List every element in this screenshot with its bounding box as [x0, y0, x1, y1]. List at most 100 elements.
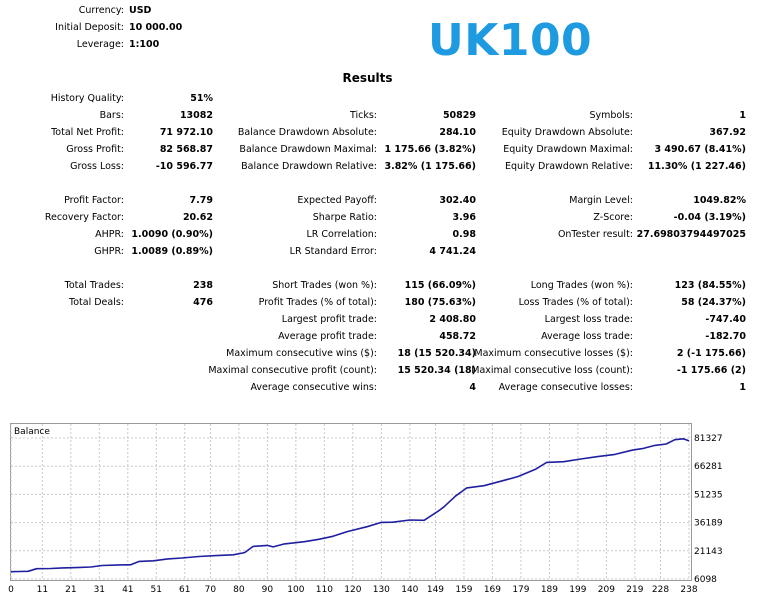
expected-payoff-value: 302.40: [439, 195, 476, 206]
x-tick-label: 90: [262, 585, 274, 595]
x-tick-label: 199: [569, 585, 586, 595]
gross-profit-label: Gross Profit:: [66, 144, 124, 155]
x-tick-label: 209: [598, 585, 615, 595]
margin-level-value: 1049.82%: [693, 195, 746, 206]
gross-profit-value: 82 568.87: [159, 144, 213, 155]
ticks-value: 50829: [442, 110, 476, 121]
balance-line: [10, 437, 690, 573]
loss-trades-label: Loss Trades (% of total):: [518, 297, 633, 308]
results-heading: Results: [342, 71, 393, 85]
ontester-result-label: OnTester result:: [557, 229, 633, 240]
balance-dd-relative-label: Balance Drawdown Relative:: [241, 161, 377, 172]
sharpe-ratio-value: 3.96: [452, 212, 476, 223]
max-consecutive-wins-label: Maximum consecutive wins ($):: [226, 348, 377, 359]
x-tick-label: 110: [316, 585, 333, 595]
sharpe-ratio-label: Sharpe Ratio:: [312, 212, 377, 223]
x-tick-label: 130: [373, 585, 390, 595]
maximal-consecutive-loss-value: -1 175.66 (2): [676, 365, 746, 376]
profit-trades-value: 180 (75.63%): [404, 297, 476, 308]
x-tick-label: 179: [512, 585, 529, 595]
x-tick-label: 140: [401, 585, 418, 595]
average-consecutive-wins-value: 4: [469, 382, 476, 393]
net-profit-label: Total Net Profit:: [51, 127, 124, 138]
ghpr-label: GHPR:: [94, 246, 124, 257]
bars-label: Bars:: [99, 110, 124, 121]
loss-trades-value: 58 (24.37%): [681, 297, 746, 308]
x-tick-label: 169: [484, 585, 501, 595]
y-tick-label: 81327: [694, 434, 723, 444]
long-trades-label: Long Trades (won %):: [530, 280, 633, 291]
initial-deposit-label: Initial Deposit:: [55, 22, 124, 33]
equity-dd-relative-label: Equity Drawdown Relative:: [504, 161, 633, 172]
margin-level-label: Margin Level:: [569, 195, 633, 206]
total-trades-value: 238: [193, 280, 213, 291]
average-consecutive-losses-label: Average consecutive losses:: [498, 382, 633, 393]
lr-correlation-value: 0.98: [452, 229, 476, 240]
y-tick-label: 66281: [694, 462, 723, 472]
x-tick-label: 238: [680, 585, 697, 595]
average-consecutive-wins-label: Average consecutive wins:: [250, 382, 377, 393]
symbol-title: UK100: [428, 15, 593, 66]
x-tick-label: 11: [37, 585, 48, 595]
ontester-result-value: 27.69803794497025: [636, 229, 746, 240]
balance-dd-maximal-label: Balance Drawdown Maximal:: [239, 144, 377, 155]
z-score-value: -0.04 (3.19%): [673, 212, 746, 223]
ticks-label: Ticks:: [349, 110, 377, 121]
total-deals-value: 476: [193, 297, 213, 308]
recovery-factor-label: Recovery Factor:: [44, 212, 124, 223]
long-trades-value: 123 (84.55%): [674, 280, 746, 291]
average-loss-trade-value: -182.70: [705, 331, 746, 342]
y-tick-label: 6098: [694, 575, 717, 585]
maximal-consecutive-profit-value: 15 520.34 (18): [397, 365, 476, 376]
lr-standard-error-value: 4 741.24: [429, 246, 476, 257]
recovery-factor-value: 20.62: [182, 212, 213, 223]
y-tick-label: 51235: [694, 490, 723, 500]
balance-dd-maximal-value: 1 175.66 (3.82%): [384, 144, 476, 155]
lr-standard-error-label: LR Standard Error:: [289, 246, 377, 257]
lr-correlation-label: LR Correlation:: [306, 229, 378, 240]
short-trades-label: Short Trades (won %):: [272, 280, 377, 291]
chart-title: Balance: [14, 427, 50, 437]
history-quality-value: 51%: [190, 93, 213, 104]
currency-label: Currency:: [78, 5, 124, 16]
x-tick-label: 80: [233, 585, 245, 595]
average-consecutive-losses-value: 1: [739, 382, 746, 393]
z-score-label: Z-Score:: [593, 212, 633, 223]
x-tick-label: 70: [205, 585, 217, 595]
net-profit-value: 71 972.10: [159, 127, 213, 138]
x-tick-label: 189: [541, 585, 558, 595]
history-quality-label: History Quality:: [50, 93, 124, 104]
ghpr-value: 1.0089 (0.89%): [131, 246, 213, 257]
x-tick-label: 159: [455, 585, 472, 595]
maximal-consecutive-loss-label: Maximal consecutive loss (count):: [471, 365, 633, 376]
total-trades-label: Total Trades:: [64, 280, 124, 291]
equity-dd-maximal-label: Equity Drawdown Maximal:: [503, 144, 633, 155]
x-tick-label: 228: [652, 585, 669, 595]
bars-value: 13082: [179, 110, 213, 121]
largest-loss-trade-value: -747.40: [705, 314, 746, 325]
average-profit-trade-value: 458.72: [439, 331, 476, 342]
profit-factor-label: Profit Factor:: [64, 195, 124, 206]
largest-loss-trade-label: Largest loss trade:: [544, 314, 633, 325]
average-loss-trade-label: Average loss trade:: [541, 331, 633, 342]
max-consecutive-losses-value: 2 (-1 175.66): [676, 348, 746, 359]
x-tick-label: 61: [179, 585, 190, 595]
y-tick-label: 21143: [694, 547, 723, 557]
ahpr-label: AHPR:: [95, 229, 124, 240]
symbols-label: Symbols:: [589, 110, 633, 121]
currency-value: USD: [129, 5, 152, 16]
equity-dd-absolute-label: Equity Drawdown Absolute:: [501, 127, 633, 138]
leverage-value: 1:100: [129, 39, 160, 50]
x-tick-label: 219: [626, 585, 643, 595]
equity-dd-relative-value: 11.30% (1 227.46): [647, 161, 746, 172]
gross-loss-value: -10 596.77: [155, 161, 213, 172]
leverage-label: Leverage:: [76, 39, 124, 50]
profit-trades-label: Profit Trades (% of total):: [258, 297, 377, 308]
balance-dd-absolute-label: Balance Drawdown Absolute:: [237, 127, 377, 138]
balance-dd-relative-value: 3.82% (1 175.66): [384, 161, 476, 172]
x-tick-label: 149: [427, 585, 444, 595]
symbols-value: 1: [739, 110, 746, 121]
gross-loss-label: Gross Loss:: [70, 161, 124, 172]
average-profit-trade-label: Average profit trade:: [278, 331, 377, 342]
